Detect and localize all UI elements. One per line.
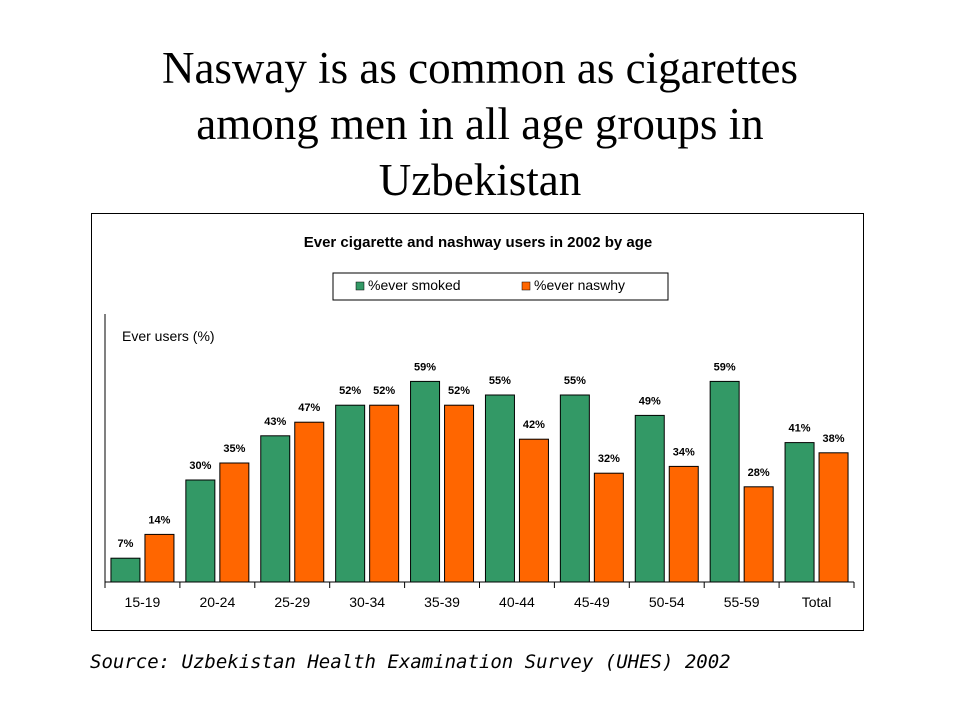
legend-swatch-naswhy [521,281,531,291]
bar-ever-smoked [484,394,515,583]
x-tick-label: 45-49 [574,594,610,610]
data-label: 35% [223,443,245,455]
legend-label-smoked: %ever smoked [368,277,461,293]
x-tick-label: Total [802,594,832,610]
data-label: 41% [789,423,811,435]
bar-ever-smoked [709,380,740,583]
data-label: 42% [523,419,545,431]
chart-legend: %ever smoked %ever naswhy [332,272,669,301]
bar-ever-naswhy [743,486,774,583]
data-label: 30% [189,460,211,472]
x-tick-label: 20-24 [199,594,235,610]
ticks-layer: 15-19 20-24 25-29 30-34 35-39 40-44 45-49 50-54… [104,582,855,610]
x-tick-label: 30-34 [349,594,385,610]
x-tick-label: 55-59 [724,594,760,610]
bar-ever-naswhy [219,462,250,583]
slide-title-line-1: Nasway is as common as cigarettes [161,43,799,93]
data-label: 49% [639,395,661,407]
data-label: 43% [264,416,286,428]
legend-swatch-smoked [355,281,365,291]
x-tick-label: 25-29 [274,594,310,610]
bar-ever-smoked [335,404,366,583]
source-note: Source: Uzbekistan Health Examination Su… [90,651,731,673]
slide-title: Nasway is as common as cigarettes among … [60,40,900,208]
data-label: 47% [298,402,320,414]
x-tick-label: 40-44 [499,594,535,610]
data-label: 32% [598,453,620,465]
bar-ever-naswhy [593,472,624,583]
bar-ever-naswhy [444,404,475,583]
bar-ever-smoked [784,442,815,583]
bar-ever-naswhy [518,438,549,583]
x-tick-label: 50-54 [649,594,685,610]
bar-ever-smoked [634,414,665,583]
slide-title-line-3: Uzbekistan [378,155,582,205]
bar-ever-naswhy [144,533,175,583]
data-label: 52% [448,385,470,397]
bar-ever-smoked [559,394,590,583]
data-label: 14% [148,514,170,526]
data-label: 55% [489,375,511,387]
data-label: 28% [748,467,770,479]
data-label: 59% [714,361,736,373]
x-tick-label: 15-19 [125,594,161,610]
data-label: 52% [373,385,395,397]
bar-ever-naswhy [294,421,325,583]
legend-box [332,272,669,301]
data-label: 59% [414,361,436,373]
y-axis-label: Ever users (%) [122,328,215,344]
bar-ever-naswhy [369,404,400,583]
bars-layer: 7% 14% 30% 35% 43% 47% 52% 52% 59% 52% 55% 42% 55% 32… [110,361,849,583]
bar-ever-smoked [110,557,141,583]
chart-frame: Ever cigarette and nashway users in 2002… [91,213,864,631]
slide-title-line-2: among men in all age groups in [196,99,764,149]
bar-ever-smoked [260,435,291,583]
bar-ever-naswhy [818,452,849,583]
legend-label-naswhy: %ever naswhy [534,277,625,293]
data-label: 55% [564,375,586,387]
bar-ever-smoked [410,380,441,583]
data-label: 7% [117,538,133,550]
data-label: 38% [823,433,845,445]
bar-ever-naswhy [668,465,699,583]
data-label: 34% [673,446,695,458]
x-tick-label: 35-39 [424,594,460,610]
bar-ever-smoked [185,479,216,583]
chart-title: Ever cigarette and nashway users in 2002… [304,234,653,251]
bar-chart: Ever cigarette and nashway users in 2002… [104,234,855,610]
data-label: 52% [339,385,361,397]
